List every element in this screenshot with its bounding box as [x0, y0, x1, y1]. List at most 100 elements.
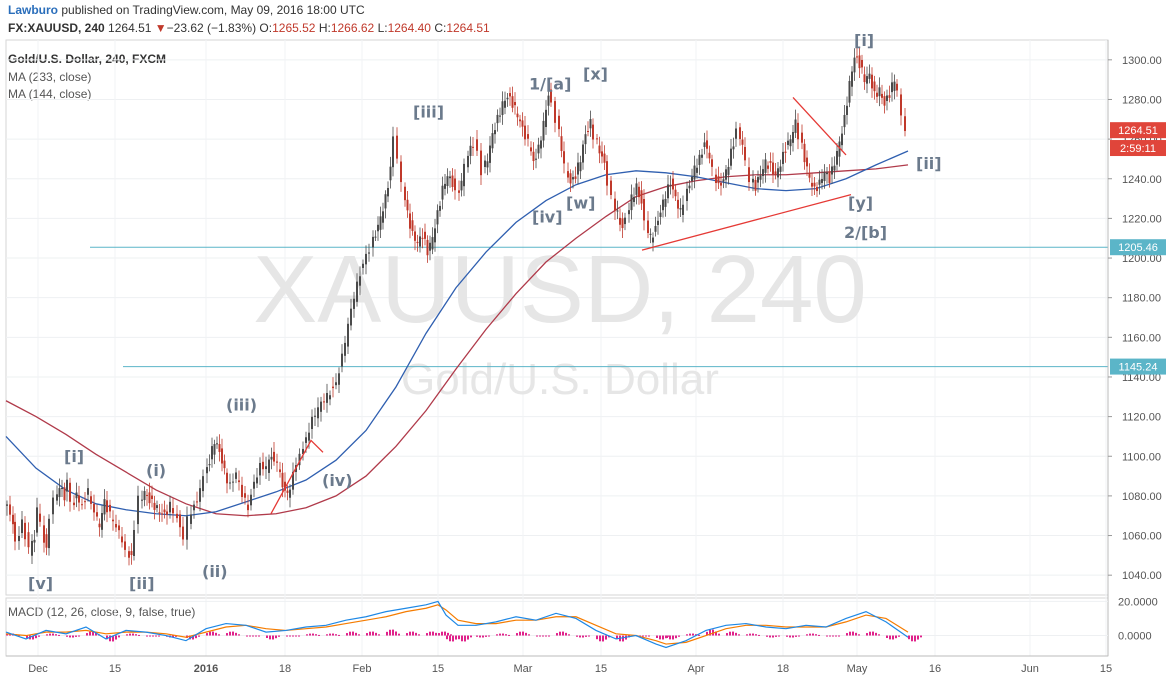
macd-hist-bar	[502, 633, 504, 636]
macd-hist-bar	[292, 635, 294, 637]
candle-body	[686, 188, 688, 202]
x-tick-label: 15	[595, 663, 607, 675]
macd-hist-bar	[346, 633, 348, 636]
candle-body	[347, 323, 349, 347]
author-name[interactable]: Lawburo	[8, 3, 58, 17]
macd-hist-bar	[452, 635, 454, 642]
candle-body	[24, 522, 26, 540]
x-tick-label: 18	[777, 663, 789, 675]
candle-body	[96, 512, 98, 517]
legend-macd[interactable]: MACD (12, 26, close, 9, false, true)	[8, 605, 196, 619]
candle-body	[560, 136, 563, 151]
candle-body	[118, 525, 120, 531]
macd-hist-bar	[758, 634, 760, 636]
candle-body	[610, 180, 612, 196]
candle-body	[547, 95, 550, 106]
macd-hist-bar	[329, 633, 331, 636]
macd-hist-bar	[488, 635, 490, 637]
macd-hist-bar	[812, 633, 814, 636]
wave-label: [iv]	[532, 207, 563, 226]
macd-hist-bar	[249, 635, 251, 637]
candle-body	[841, 133, 843, 146]
macd-hist-bar	[6, 634, 8, 636]
macd-hist-bar	[266, 635, 268, 638]
high-value: 1266.62	[330, 21, 375, 35]
candle-body	[638, 186, 640, 198]
macd-hist-bar	[818, 634, 820, 636]
macd-hist-bar	[66, 635, 68, 637]
candle-body	[460, 180, 463, 191]
macd-hist-bar	[752, 633, 754, 636]
wave-label: [w]	[566, 193, 595, 212]
candle-body	[569, 173, 572, 184]
macd-hist-bar	[678, 635, 680, 637]
macd-hist-bar	[798, 635, 800, 637]
macd-hist-bar	[392, 629, 394, 636]
y-tick-label: 1160.00	[1122, 332, 1161, 344]
candle-body	[739, 127, 741, 139]
candle-body	[554, 101, 556, 123]
macd-hist-bar	[246, 635, 248, 637]
macd-hist-bar	[479, 635, 481, 638]
candle-body	[58, 488, 61, 498]
candle-body	[141, 499, 143, 501]
candle-body	[338, 373, 340, 385]
candle-body	[43, 525, 45, 543]
candle-body	[6, 504, 8, 506]
candle-body	[151, 495, 153, 499]
candle-body	[190, 514, 192, 524]
candle-body	[601, 151, 603, 157]
legend-ma233[interactable]: MA (233, close)	[8, 70, 92, 84]
candle-body	[843, 114, 846, 128]
candle-body	[752, 178, 754, 183]
candle-body	[720, 182, 722, 186]
macd-hist-bar	[395, 631, 397, 636]
candle-body	[635, 183, 638, 195]
candle-body	[878, 87, 881, 97]
candle-body	[476, 139, 478, 151]
macd-hist-bar	[735, 632, 737, 636]
candle-body	[826, 172, 828, 175]
candle-body	[496, 114, 499, 124]
x-tick-label: 15	[432, 663, 444, 675]
candle-body	[881, 93, 883, 98]
candle-body	[563, 151, 565, 164]
candle-body	[211, 446, 213, 460]
candle-body	[434, 228, 436, 243]
close-value: 1264.51	[446, 21, 490, 35]
macd-hist-bar	[218, 634, 220, 636]
macd-hist-bar	[866, 633, 868, 636]
candle-body	[833, 165, 836, 171]
macd-hist-bar	[855, 632, 857, 636]
legend-ma144[interactable]: MA (144, close)	[8, 87, 92, 101]
macd-hist-bar	[889, 635, 891, 640]
macd-hist-bar	[689, 633, 691, 636]
candle-body	[216, 443, 218, 445]
candle-body	[213, 444, 216, 455]
candle-body	[693, 165, 696, 180]
candle-body	[846, 105, 848, 115]
candle-body	[199, 488, 201, 502]
candle-body	[542, 120, 545, 141]
macd-hist-bar	[349, 631, 351, 636]
candle-body	[286, 490, 289, 493]
candle-body	[335, 382, 337, 386]
candle-body	[124, 541, 126, 550]
macd-hist-bar	[826, 635, 828, 637]
wave-label: (i)	[146, 461, 166, 480]
macd-hist-bar	[556, 633, 558, 636]
candle-body	[66, 479, 68, 492]
candle-body	[441, 185, 444, 200]
macd-hist-bar	[215, 632, 217, 636]
candle-body	[706, 140, 708, 149]
candle-body	[279, 469, 281, 473]
macd-hist-bar	[849, 631, 851, 636]
candle-body	[592, 124, 594, 140]
macd-hist-bar	[499, 633, 501, 636]
trendline	[792, 97, 847, 156]
macd-hist-bar	[412, 631, 414, 636]
candle-body	[202, 476, 204, 492]
x-tick-label: Mar	[514, 663, 533, 675]
candle-body	[18, 535, 20, 542]
